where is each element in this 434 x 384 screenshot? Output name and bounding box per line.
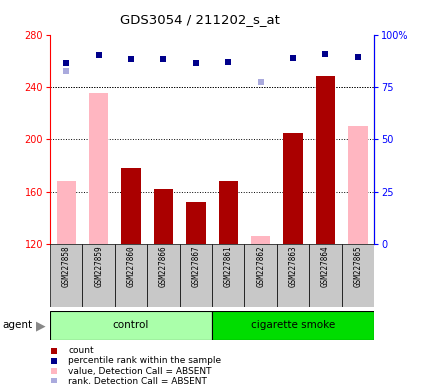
Bar [244,244,276,307]
Bar [276,244,309,307]
Bar [283,132,302,244]
Text: GSM227863: GSM227863 [288,246,297,287]
Text: rank, Detection Call = ABSENT: rank, Detection Call = ABSENT [68,377,207,384]
Text: cigarette smoke: cigarette smoke [250,320,335,331]
Point [50,378,57,384]
Text: GSM227859: GSM227859 [94,246,103,287]
Text: GSM227862: GSM227862 [256,246,265,287]
Point [289,55,296,61]
Bar [212,311,373,340]
Bar [315,76,335,244]
Bar [56,181,76,244]
Point [95,53,102,59]
Bar [50,311,212,340]
Point [62,60,69,66]
Bar [179,244,212,307]
Point [50,368,57,374]
Text: value, Detection Call = ABSENT: value, Detection Call = ABSENT [68,367,211,376]
Point [354,54,361,60]
Bar [121,168,141,244]
Text: GSM227858: GSM227858 [62,246,71,287]
Bar [89,93,108,244]
Text: GSM227866: GSM227866 [158,246,168,287]
Point [50,348,57,354]
Text: percentile rank within the sample: percentile rank within the sample [68,356,221,366]
Text: control: control [112,320,149,331]
Point [95,53,102,59]
Text: GSM227864: GSM227864 [320,246,329,287]
Bar [347,126,367,244]
Point [321,51,328,57]
Text: GSM227867: GSM227867 [191,246,200,287]
Point [224,59,231,65]
Point [50,358,57,364]
Point [192,60,199,66]
Bar [250,236,270,244]
Point [354,54,361,60]
Bar [341,244,373,307]
Text: agent: agent [2,320,32,331]
Bar [309,244,341,307]
Text: count: count [68,346,94,355]
Bar [218,181,237,244]
Bar [186,202,205,244]
Point [127,56,134,63]
Text: GDS3054 / 211202_s_at: GDS3054 / 211202_s_at [120,13,279,26]
Bar [82,244,115,307]
Point [256,79,263,85]
Text: ▶: ▶ [36,319,45,332]
Point [62,68,69,74]
Text: GSM227861: GSM227861 [223,246,232,287]
Bar [153,189,173,244]
Text: GSM227860: GSM227860 [126,246,135,287]
Bar [115,244,147,307]
Bar [212,244,244,307]
Point [160,56,167,63]
Bar [50,244,82,307]
Bar [147,244,179,307]
Text: GSM227865: GSM227865 [352,246,362,287]
